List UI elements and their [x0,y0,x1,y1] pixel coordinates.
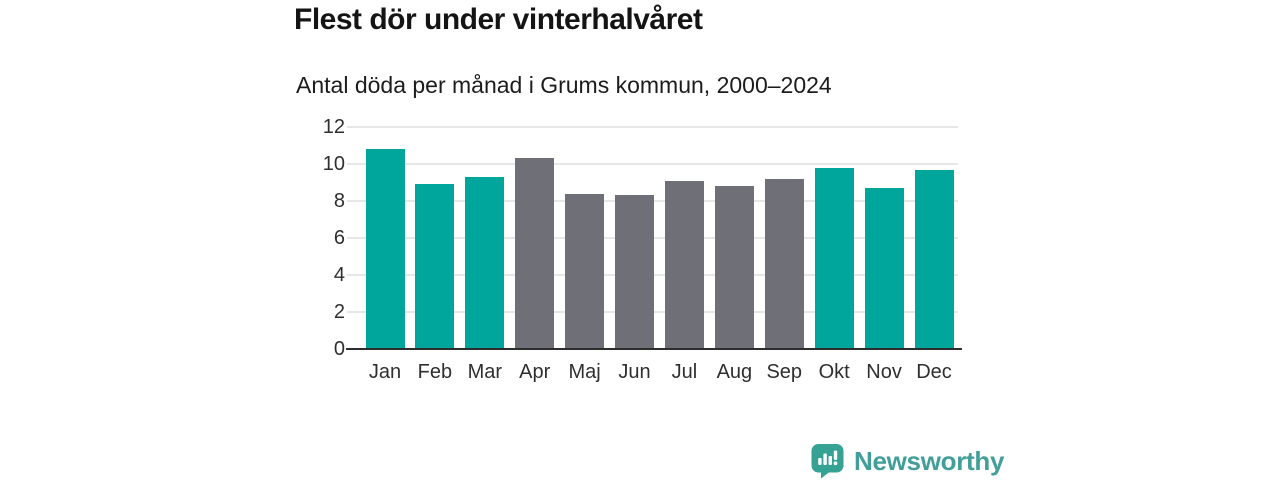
y-tick-label-10: 10 [322,153,345,175]
brand-name: Newsworthy [854,445,1005,476]
x-tick-label-mar: Mar [467,361,503,383]
y-tick-label-2: 2 [333,301,345,323]
x-tick-label-maj: Maj [568,361,601,383]
bar-okt [814,167,854,349]
gridline-y12 [347,126,958,128]
bar-nov [864,188,904,349]
bar-jun [615,195,655,349]
x-tick-label-jan: Jan [368,361,402,383]
x-tick-label-apr: Apr [519,361,551,383]
y-tick-label-8: 8 [333,190,345,212]
y-tick-label-4: 4 [333,264,345,286]
bar-feb [415,184,455,349]
newsworthy-logo: Newsworthy [810,443,1004,479]
bar-aug [714,186,754,349]
bar-jan [365,149,405,349]
x-tick-label-feb: Feb [417,361,453,383]
bar-dec [914,169,954,349]
gridline-y10 [347,163,958,165]
x-tick-label-jun: Jun [618,361,651,383]
bar-chart-speech-bubble-icon [811,444,844,479]
x-tick-label-sep: Sep [766,361,803,383]
bar-apr [515,158,555,349]
chart-subtitle: Antal döda per månad i Grums kommun, 200… [296,72,832,98]
x-tick-label-okt: Okt [818,361,850,383]
bar-jul [664,180,704,349]
x-tick-label-jul: Jul [671,361,698,383]
x-tick-label-aug: Aug [716,361,753,383]
x-axis-line [346,348,962,350]
y-tick-label-0: 0 [333,338,345,360]
plot-area [347,126,958,349]
bar-mar [465,176,505,349]
y-tick-label-12: 12 [322,116,345,138]
chart-title: Flest dör under vinterhalvåret [294,3,703,36]
y-tick-label-6: 6 [333,227,345,249]
x-tick-label-dec: Dec [916,361,952,383]
x-tick-label-nov: Nov [866,361,902,383]
bar-sep [764,178,804,349]
bar-maj [565,193,605,349]
